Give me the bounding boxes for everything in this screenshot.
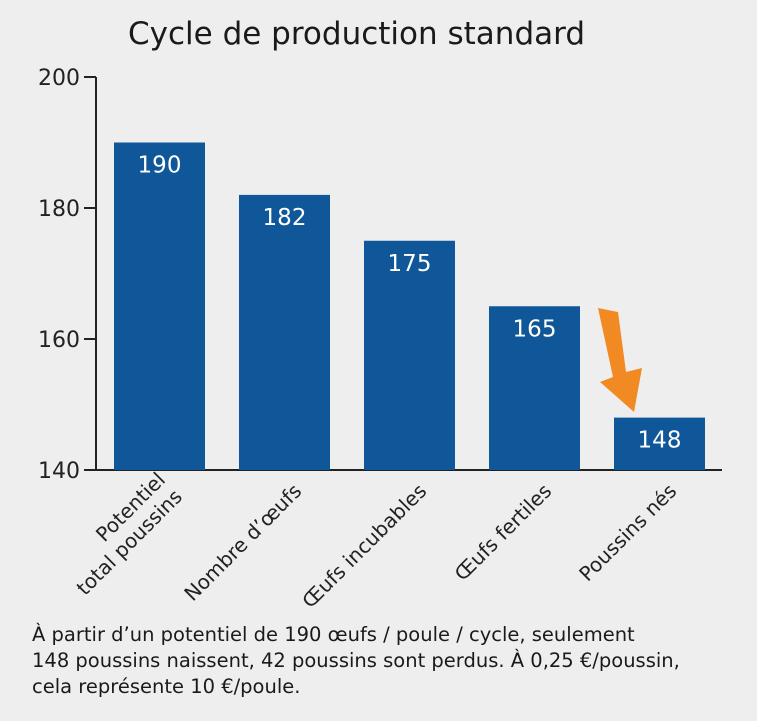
x-tick-label-line: Œufs incubables (297, 479, 431, 613)
caption-line-3: cela représente 10 €/poule. (32, 675, 301, 698)
caption-line-1: À partir d’un potentiel de 190 œufs / po… (32, 623, 635, 646)
x-tick-label-line: Poussins nés (574, 479, 681, 586)
bar-data-label: 148 (638, 428, 682, 454)
x-tick-label-line: Œufs fertiles (449, 479, 556, 586)
bar-data-label: 165 (513, 316, 557, 342)
y-tick-label: 140 (38, 459, 80, 484)
y-tick-label: 160 (38, 328, 80, 353)
y-tick-label: 180 (38, 197, 80, 222)
x-tick-label-line: Nombre d’œufs (179, 479, 306, 606)
x-tick-label: Œufs incubables (297, 479, 431, 613)
y-tick-label: 200 (38, 66, 80, 91)
highlight-arrow-icon (598, 308, 642, 412)
caption: À partir d’un potentiel de 190 œufs / po… (32, 622, 732, 700)
bar (489, 306, 580, 470)
bars-group: 190 182 175 165 148 (114, 142, 705, 470)
bar (364, 240, 455, 470)
bar-data-label: 175 (388, 251, 432, 277)
bar (239, 194, 330, 470)
chart-title: Cycle de production standard (128, 16, 585, 52)
caption-line-2: 148 poussins naissent, 42 poussins sont … (32, 649, 680, 672)
bar-chart: 140 160 180 200 190 182 175 165 148 Potentielto… (38, 66, 722, 613)
x-tick-label: Potentieltotal poussins (55, 467, 187, 599)
bar-data-label: 182 (263, 205, 307, 231)
x-tick-label: Œufs fertiles (449, 479, 556, 586)
bar (114, 142, 205, 470)
bar-data-label: 190 (138, 153, 182, 179)
highlight-arrow-layer (598, 308, 642, 412)
bar (614, 417, 705, 470)
x-tick-label: Poussins nés (574, 479, 681, 586)
x-tick-label: Nombre d’œufs (179, 479, 306, 606)
